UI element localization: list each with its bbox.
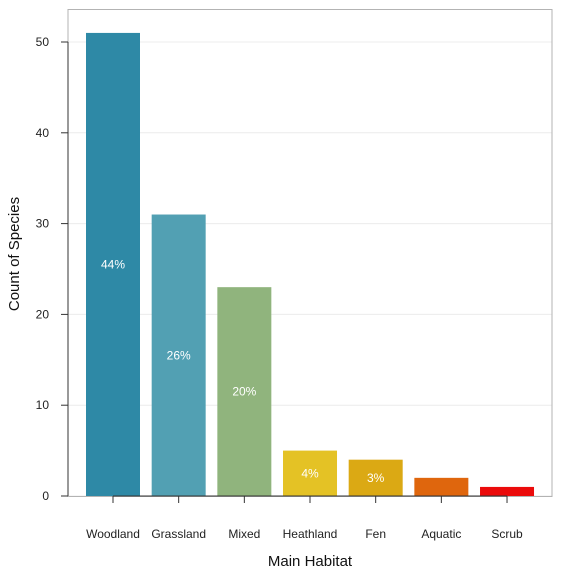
bar-percent-label: 44% xyxy=(101,257,125,271)
bar-percent-label: 3% xyxy=(367,471,385,485)
bars xyxy=(86,32,535,497)
y-tick-label: 20 xyxy=(36,307,50,321)
gridlines xyxy=(68,41,552,497)
y-tick-label: 10 xyxy=(36,398,50,412)
x-tick-label: Scrub xyxy=(491,527,523,541)
x-axis-title: Main Habitat xyxy=(268,553,353,570)
x-tick-label: Aquatic xyxy=(421,527,461,541)
bar-percent-label: 4% xyxy=(301,466,319,480)
y-axis-title: Count of Species xyxy=(6,197,23,311)
x-tick-label: Grassland xyxy=(151,527,206,541)
bar-percent-label: 26% xyxy=(167,348,191,362)
bar-grassland xyxy=(151,214,206,496)
bar-labels: 44% 26% 20% 4% 3% xyxy=(101,257,385,484)
bar-mixed xyxy=(217,287,272,496)
x-tick-label: Mixed xyxy=(228,527,260,541)
plot-panel xyxy=(67,9,553,497)
bar-woodland xyxy=(86,32,140,497)
x-tick-label: Heathland xyxy=(283,527,338,541)
bar-scrub xyxy=(480,486,535,496)
bar-aquatic xyxy=(414,477,469,496)
y-tick-label: 30 xyxy=(36,217,50,231)
y-tick-label: 0 xyxy=(42,489,49,503)
bar-fen xyxy=(348,459,403,496)
bar-heathland xyxy=(283,450,338,496)
x-tick-label: Woodland xyxy=(86,527,140,541)
y-axis-ticks: 0 10 20 30 40 50 xyxy=(36,35,68,503)
y-tick-label: 40 xyxy=(36,126,50,140)
x-axis-ticks: Woodland Grassland Mixed Heathland Fen Aquati… xyxy=(86,496,523,541)
bar-percent-label: 20% xyxy=(232,385,256,399)
x-tick-label: Fen xyxy=(365,527,386,541)
y-tick-label: 50 xyxy=(36,35,50,49)
